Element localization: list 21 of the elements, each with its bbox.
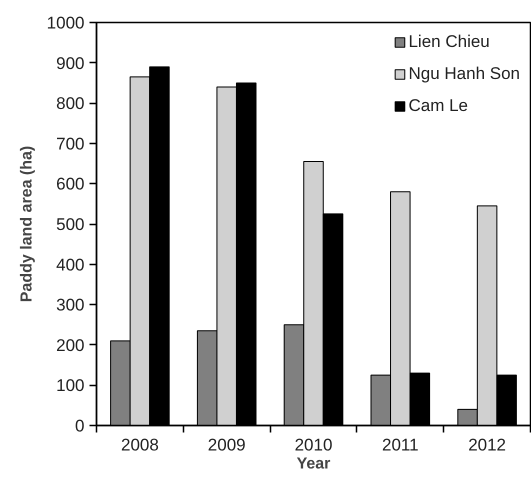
legend-label: Ngu Hanh Son: [408, 64, 520, 84]
y-tick-label: 0: [75, 416, 85, 436]
y-tick-label: 900: [56, 54, 85, 73]
y-axis-title: Paddy land area (ha): [18, 146, 36, 302]
x-tick-label: 2012: [468, 436, 506, 454]
y-tick-label: 800: [56, 94, 85, 114]
y-tick-label: 1000: [46, 14, 85, 32]
y-tick-label: 300: [56, 296, 85, 315]
x-tick-label: 2011: [382, 436, 419, 454]
legend-label: Lien Chieu: [408, 32, 490, 52]
x-tick-label: 2008: [120, 436, 159, 454]
y-tick-label: 500: [56, 215, 85, 234]
y-tick-label: 100: [56, 376, 85, 396]
y-tick-label: 600: [56, 174, 85, 194]
y-tick-label: 200: [56, 336, 85, 355]
x-tick-label: 2009: [208, 436, 246, 454]
y-tick-label: 400: [56, 255, 85, 274]
y-tick-label: 700: [56, 134, 85, 154]
x-axis-title: Year: [296, 456, 330, 472]
x-tick-label: 2010: [294, 436, 332, 454]
legend-label: Cam Le: [408, 96, 468, 116]
